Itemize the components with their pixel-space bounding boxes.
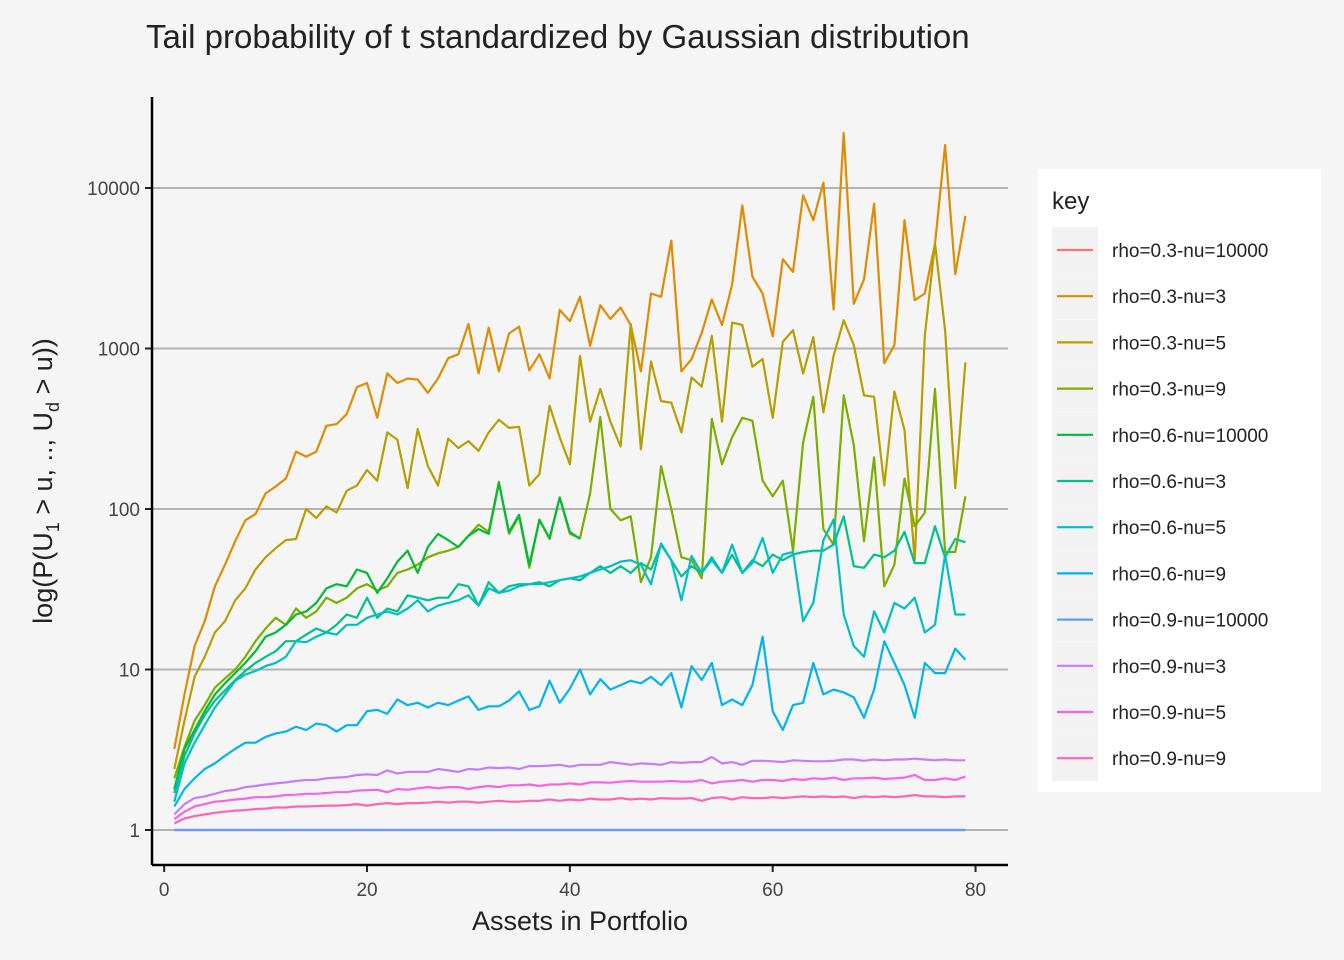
legend-entry-label: rho=0.3-nu=5: [1112, 333, 1226, 354]
series-line-rho=0.3-nu=5: [173, 242, 967, 770]
legend-entry-label: rho=0.9-nu=3: [1112, 657, 1226, 678]
chart-title: Tail probability of t standardized by Ga…: [146, 18, 970, 55]
y-tick-label: 10: [119, 661, 140, 682]
legend-entry-label: rho=0.3-nu=9: [1112, 380, 1226, 401]
legend-entry-label: rho=0.3-nu=10000: [1112, 241, 1268, 262]
y-tick-label: 1000: [98, 340, 140, 361]
series-line-rho=0.3-nu=3: [173, 131, 967, 750]
y-label-post: > u)): [28, 338, 58, 402]
axes: 1 10 100 1000 10000 0 20 40 60 80: [87, 97, 1008, 901]
series-line-rho=0.3-nu=9: [173, 387, 967, 779]
y-label-sub2: d: [43, 402, 63, 412]
x-tick-label: 40: [559, 880, 580, 901]
y-tick-label: 100: [108, 500, 140, 521]
legend-entry-label: rho=0.3-nu=3: [1112, 287, 1226, 308]
series-line-rho=0.6-nu=3: [173, 515, 966, 794]
series-lines: [173, 131, 967, 832]
legend-entry-label: rho=0.9-nu=10000: [1112, 611, 1268, 632]
series-line-rho=0.9-nu=3: [173, 755, 966, 816]
series-line-rho=0.9-nu=5: [173, 773, 966, 820]
x-tick-label: 60: [762, 880, 783, 901]
legend-entry-label: rho=0.9-nu=5: [1112, 703, 1226, 724]
x-axis-label: Assets in Portfolio: [472, 906, 688, 936]
legend-entry-label: rho=0.9-nu=9: [1112, 749, 1226, 770]
legend: key rho=0.3-nu=10000 rho=0.3-nu=3 rho=0.3-…: [1038, 169, 1321, 792]
y-tick-label: 10000: [87, 179, 140, 200]
legend-entry-label: rho=0.6-nu=10000: [1112, 426, 1268, 447]
y-label-sub1: 1: [43, 522, 63, 532]
legend-entry-label: rho=0.6-nu=3: [1112, 472, 1226, 493]
y-label-pre: log(P(U: [28, 532, 58, 624]
legend-entry-label: rho=0.6-nu=9: [1112, 564, 1226, 585]
series-line-rho=0.6-nu=5: [173, 518, 966, 802]
series-line-rho=0.6-nu=9: [173, 635, 967, 808]
x-tick-label: 0: [159, 880, 170, 901]
legend-entry-label: rho=0.6-nu=5: [1112, 518, 1226, 539]
x-tick-label: 20: [356, 880, 377, 901]
legend-title: key: [1052, 188, 1089, 215]
series-line-rho=0.9-nu=9: [173, 793, 966, 825]
y-axis-label: log(P(U1 > u, .., Ud > u)): [28, 338, 63, 624]
x-tick-label: 80: [965, 880, 986, 901]
y-label-mid: > u, .., U: [28, 412, 58, 522]
y-tick-label: 1: [129, 821, 140, 842]
series-line-rho=0.6-nu=10000: [173, 482, 581, 790]
